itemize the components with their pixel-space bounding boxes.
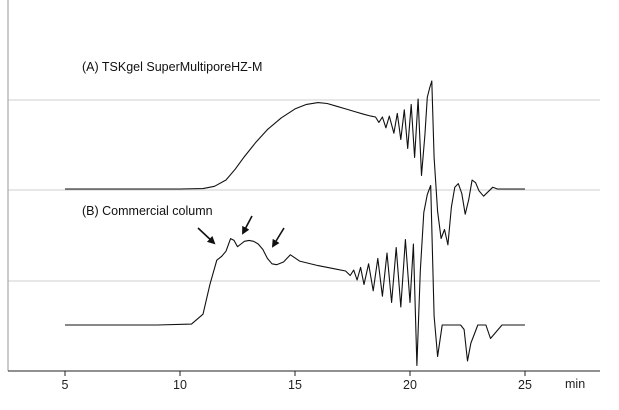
annotation-a: (A) TSKgel SuperMultiporeHZ-M bbox=[82, 60, 262, 74]
arrow-2 bbox=[242, 215, 253, 235]
series-line-a bbox=[65, 80, 525, 246]
series-line-b bbox=[65, 184, 525, 367]
arrow-1 bbox=[197, 227, 216, 245]
x-tick-label-20: 20 bbox=[403, 378, 417, 392]
series-group bbox=[65, 80, 525, 367]
x-tick-label-5: 5 bbox=[62, 378, 69, 392]
x-axis-label: min bbox=[565, 377, 585, 391]
arrow-3 bbox=[271, 227, 285, 248]
x-axis-ticks bbox=[64, 371, 526, 376]
x-tick-label-10: 10 bbox=[173, 378, 187, 392]
x-axis-tick-labels: 5 10 15 20 25 bbox=[62, 378, 532, 392]
x-tick-label-15: 15 bbox=[288, 378, 302, 392]
x-tick-label-25: 25 bbox=[518, 378, 532, 392]
annotation-b: (B) Commercial column bbox=[82, 204, 213, 218]
